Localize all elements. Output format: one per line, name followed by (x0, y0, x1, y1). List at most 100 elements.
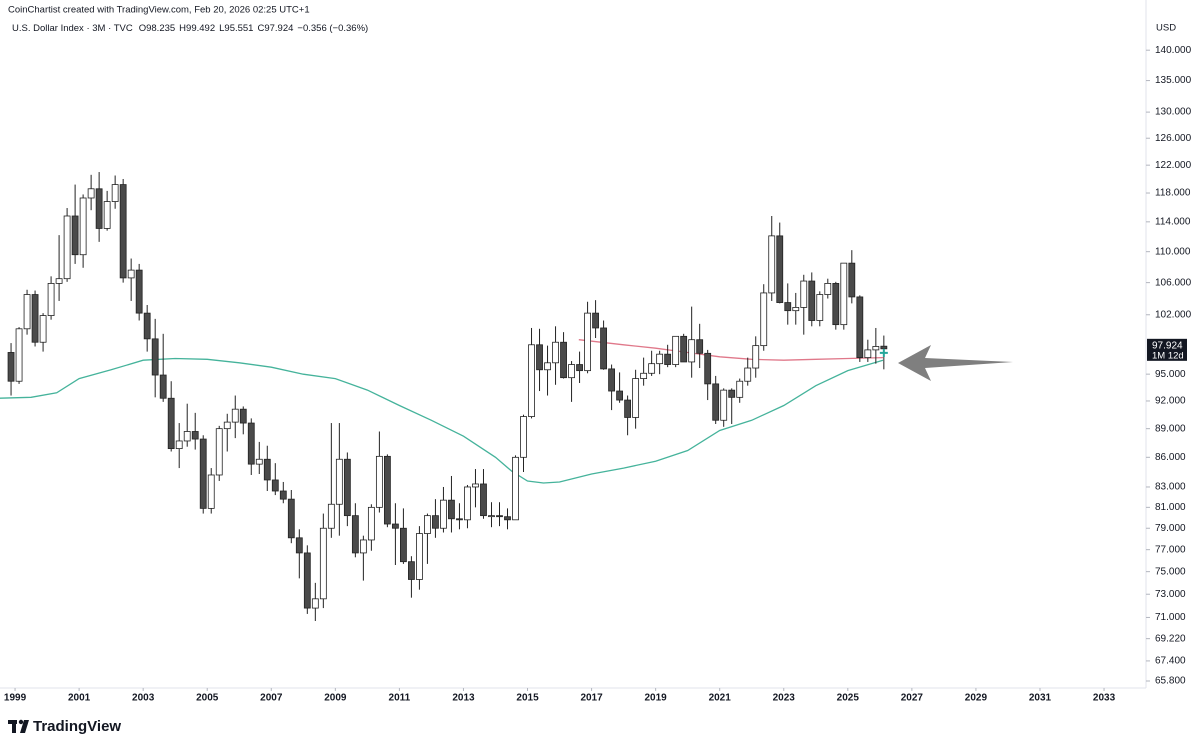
candle-body (319, 527, 327, 600)
candle-body (744, 367, 752, 382)
y-tick-label: 92.000 (1155, 396, 1186, 407)
y-tick-label: 79.000 (1155, 523, 1186, 534)
price-tag-value: 97.924 (1152, 340, 1183, 351)
candles (7, 172, 888, 621)
candle-body (696, 339, 704, 354)
moving-average-line (578, 339, 884, 361)
x-tick-label: 2017 (580, 693, 603, 704)
y-tick-label: 89.000 (1155, 423, 1186, 434)
candle-body (15, 328, 23, 382)
candle-body (792, 307, 800, 312)
x-tick-label: 2031 (1029, 693, 1052, 704)
y-tick-label: 114.000 (1155, 216, 1191, 227)
candle-body (279, 490, 287, 500)
candle-body (255, 458, 263, 465)
x-tick-label: 2007 (260, 693, 283, 704)
candle-body (624, 399, 632, 418)
candle-body (440, 499, 447, 529)
candle-body (856, 296, 864, 359)
y-tick-label: 95.000 (1155, 369, 1186, 380)
y-tick-label: 118.000 (1155, 188, 1191, 199)
y-tick-label: 83.000 (1155, 482, 1186, 493)
candle-body (183, 431, 191, 442)
candle-body (263, 458, 271, 481)
candle-body (207, 474, 215, 509)
ohlc-label: O (139, 23, 146, 34)
candle-body (496, 515, 503, 518)
candle-body (23, 294, 31, 330)
candle-body (127, 269, 135, 279)
x-tick-label: 2021 (709, 693, 732, 704)
ohlc-label: H (179, 23, 186, 34)
candle-body (552, 341, 559, 364)
candle-body (456, 518, 463, 521)
y-tick-label: 106.000 (1155, 277, 1192, 288)
candle-body (488, 515, 495, 518)
x-tick-label: 2023 (773, 693, 796, 704)
candle-body (704, 352, 712, 385)
candle-body (159, 374, 167, 399)
candle-body (760, 292, 768, 347)
candle-body (600, 327, 607, 370)
candle-body (87, 188, 95, 199)
candle-body (736, 380, 744, 398)
x-tick-label: 2019 (645, 693, 668, 704)
candle-body (416, 533, 423, 580)
y-tick-label: 140.000 (1155, 45, 1192, 56)
candle-body (39, 315, 47, 343)
candle-body (512, 456, 519, 521)
candle-body (231, 408, 239, 423)
candle-body (680, 335, 688, 363)
candle-body (672, 335, 680, 365)
candle-body (151, 338, 159, 376)
y-tick-label: 65.800 (1155, 676, 1186, 687)
x-tick-label: 2025 (837, 693, 860, 704)
candle-body (752, 345, 760, 369)
candle-body (664, 353, 672, 365)
candle-body (728, 389, 736, 398)
candle-body (143, 312, 151, 340)
candle-body (592, 312, 599, 329)
candle-body (848, 262, 856, 298)
y-tick-label: 67.400 (1155, 656, 1186, 667)
candle-body (103, 201, 111, 229)
candle-body (424, 515, 431, 534)
candle-body (816, 294, 824, 321)
candle-body (616, 390, 624, 401)
y-tick-label: 77.000 (1155, 544, 1186, 555)
candle-body (63, 215, 71, 280)
y-tick-label: 110.000 (1155, 246, 1191, 257)
candle-body (7, 352, 15, 382)
candle-body (880, 345, 888, 350)
candle-body (47, 283, 55, 316)
logo: TradingView (8, 718, 121, 735)
candle-body (247, 422, 255, 465)
x-tick-label: 2011 (389, 693, 411, 704)
candle-body (632, 378, 640, 418)
candle-body (560, 341, 567, 379)
candle-body (712, 383, 720, 421)
y-tick-label: 73.000 (1155, 589, 1186, 600)
candle-body (135, 269, 143, 314)
y-tick-label: 135.000 (1155, 75, 1192, 86)
candle-body (568, 364, 575, 379)
high-value: 99.492 (186, 23, 215, 34)
candle-body (167, 397, 175, 450)
candle-body (832, 283, 840, 326)
candle-body (215, 428, 223, 476)
y-tick-label: 126.000 (1155, 133, 1192, 144)
candle-body (872, 346, 880, 351)
candle-body (359, 539, 367, 554)
ohlc-label: L (219, 23, 224, 34)
y-tick-label: 71.000 (1155, 612, 1186, 623)
candle-body (95, 188, 103, 229)
annotation-arrow (898, 345, 1013, 381)
logo-text: TradingView (33, 718, 121, 735)
x-tick-label: 2009 (324, 693, 347, 704)
credit: CoinChartist created with TradingView.co… (8, 5, 310, 16)
candle-body (295, 537, 303, 554)
candle-body (648, 363, 656, 374)
candle-body (367, 506, 375, 541)
